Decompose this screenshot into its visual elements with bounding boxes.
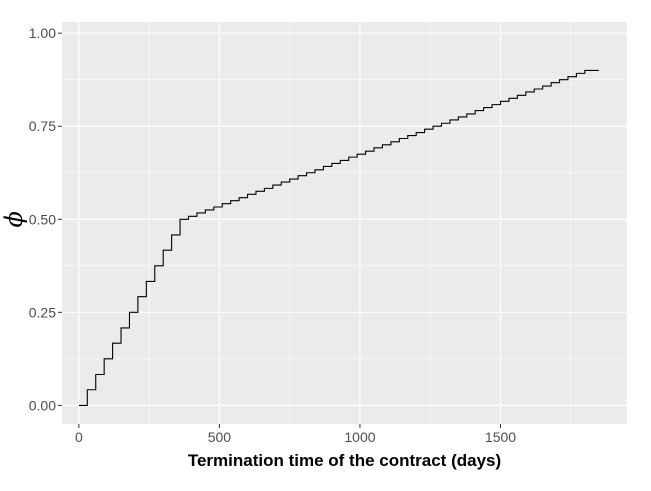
y-tick-label: 0.75 <box>29 118 56 134</box>
major-gridlines <box>62 22 627 424</box>
x-tick-label: 500 <box>208 429 232 445</box>
x-tick-label: 0 <box>75 429 83 445</box>
x-tick-label: 1500 <box>485 429 516 445</box>
y-tick-label: 0.50 <box>29 211 56 227</box>
y-axis-title: ϕ <box>0 211 28 227</box>
x-axis-title: Termination time of the contract (days) <box>188 451 501 470</box>
y-tick-label: 0.25 <box>29 304 56 320</box>
y-axis-ticks: 0.00 0.25 0.50 0.75 1.00 <box>29 25 62 413</box>
y-tick-label: 0.00 <box>29 397 56 413</box>
x-axis-ticks: 0 500 1000 1500 <box>75 424 516 445</box>
x-tick-label: 1000 <box>344 429 375 445</box>
plot-panel <box>62 22 627 424</box>
y-tick-label: 1.00 <box>29 25 56 41</box>
step-series-line <box>78 69 599 406</box>
